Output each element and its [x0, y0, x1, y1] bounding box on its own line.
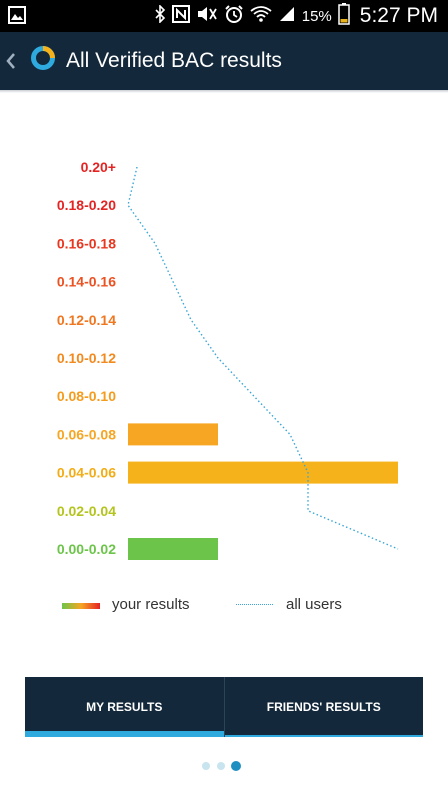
page-title: All Verified BAC results — [66, 49, 282, 72]
page-indicator — [0, 761, 448, 771]
legend-your-results-label: your results — [112, 596, 190, 613]
results-tabs: MY RESULTS FRIENDS' RESULTS — [25, 677, 423, 737]
category-label-6: 0.08-0.10 — [57, 388, 116, 404]
category-label-3: 0.14-0.16 — [57, 274, 116, 290]
app-bar: All Verified BAC results — [0, 32, 448, 90]
category-label-0: 0.20+ — [81, 159, 116, 175]
category-label-1: 0.18-0.20 — [57, 197, 116, 213]
status-time: 5:27 PM — [359, 4, 438, 27]
chart-legend: your results all users — [0, 592, 448, 618]
category-label-5: 0.10-0.12 — [57, 350, 116, 366]
category-label-8: 0.04-0.06 — [57, 465, 116, 481]
wifi-icon — [250, 5, 272, 27]
gallery-icon — [8, 6, 26, 29]
signal-icon — [278, 5, 296, 27]
tab-my-results-label: MY RESULTS — [86, 700, 163, 714]
nfc-icon — [171, 5, 190, 27]
alarm-icon — [224, 4, 244, 28]
mute-icon — [196, 5, 218, 27]
page-dot-2[interactable] — [217, 762, 225, 770]
category-label-4: 0.12-0.14 — [57, 312, 116, 328]
line-all-users — [127, 166, 399, 550]
tab-my-results[interactable]: MY RESULTS — [25, 677, 224, 737]
page-dot-3[interactable] — [231, 761, 241, 771]
status-bar: 15% 5:27 PM — [0, 0, 448, 32]
legend-your-results-swatch — [62, 603, 100, 609]
bar-your-results-10 — [128, 538, 218, 560]
bar-your-results-7 — [128, 423, 218, 446]
battery-percent: 15% — [301, 7, 332, 25]
tab-friends-results[interactable]: FRIENDS' RESULTS — [223, 677, 423, 737]
legend-all-users-line — [236, 604, 273, 605]
category-label-2: 0.16-0.18 — [57, 235, 116, 251]
battery-icon — [338, 3, 350, 29]
bac-chart-svg: 0.20+ 0.18-0.20 0.16-0.18 0.14-0.16 0.12-0.1… — [57, 159, 399, 560]
bluetooth-icon — [154, 4, 166, 27]
legend-all-users-label: all users — [286, 596, 342, 613]
category-label-7: 0.06-0.08 — [57, 426, 116, 442]
bar-your-results-8 — [128, 461, 398, 484]
bac-chart: 0.20+ 0.18-0.20 0.16-0.18 0.14-0.16 0.12-0.1… — [0, 150, 448, 570]
chevron-left-icon[interactable] — [4, 48, 18, 74]
page-dot-1[interactable] — [202, 762, 210, 770]
tab-active-indicator — [25, 731, 224, 737]
tab-inactive-indicator — [224, 735, 423, 737]
ring-logo-icon[interactable] — [30, 45, 56, 71]
category-label-10: 0.00-0.02 — [57, 541, 116, 557]
category-label-9: 0.02-0.04 — [57, 503, 116, 519]
app-bar-shadow — [0, 90, 448, 93]
tab-friends-results-label: FRIENDS' RESULTS — [266, 700, 381, 714]
